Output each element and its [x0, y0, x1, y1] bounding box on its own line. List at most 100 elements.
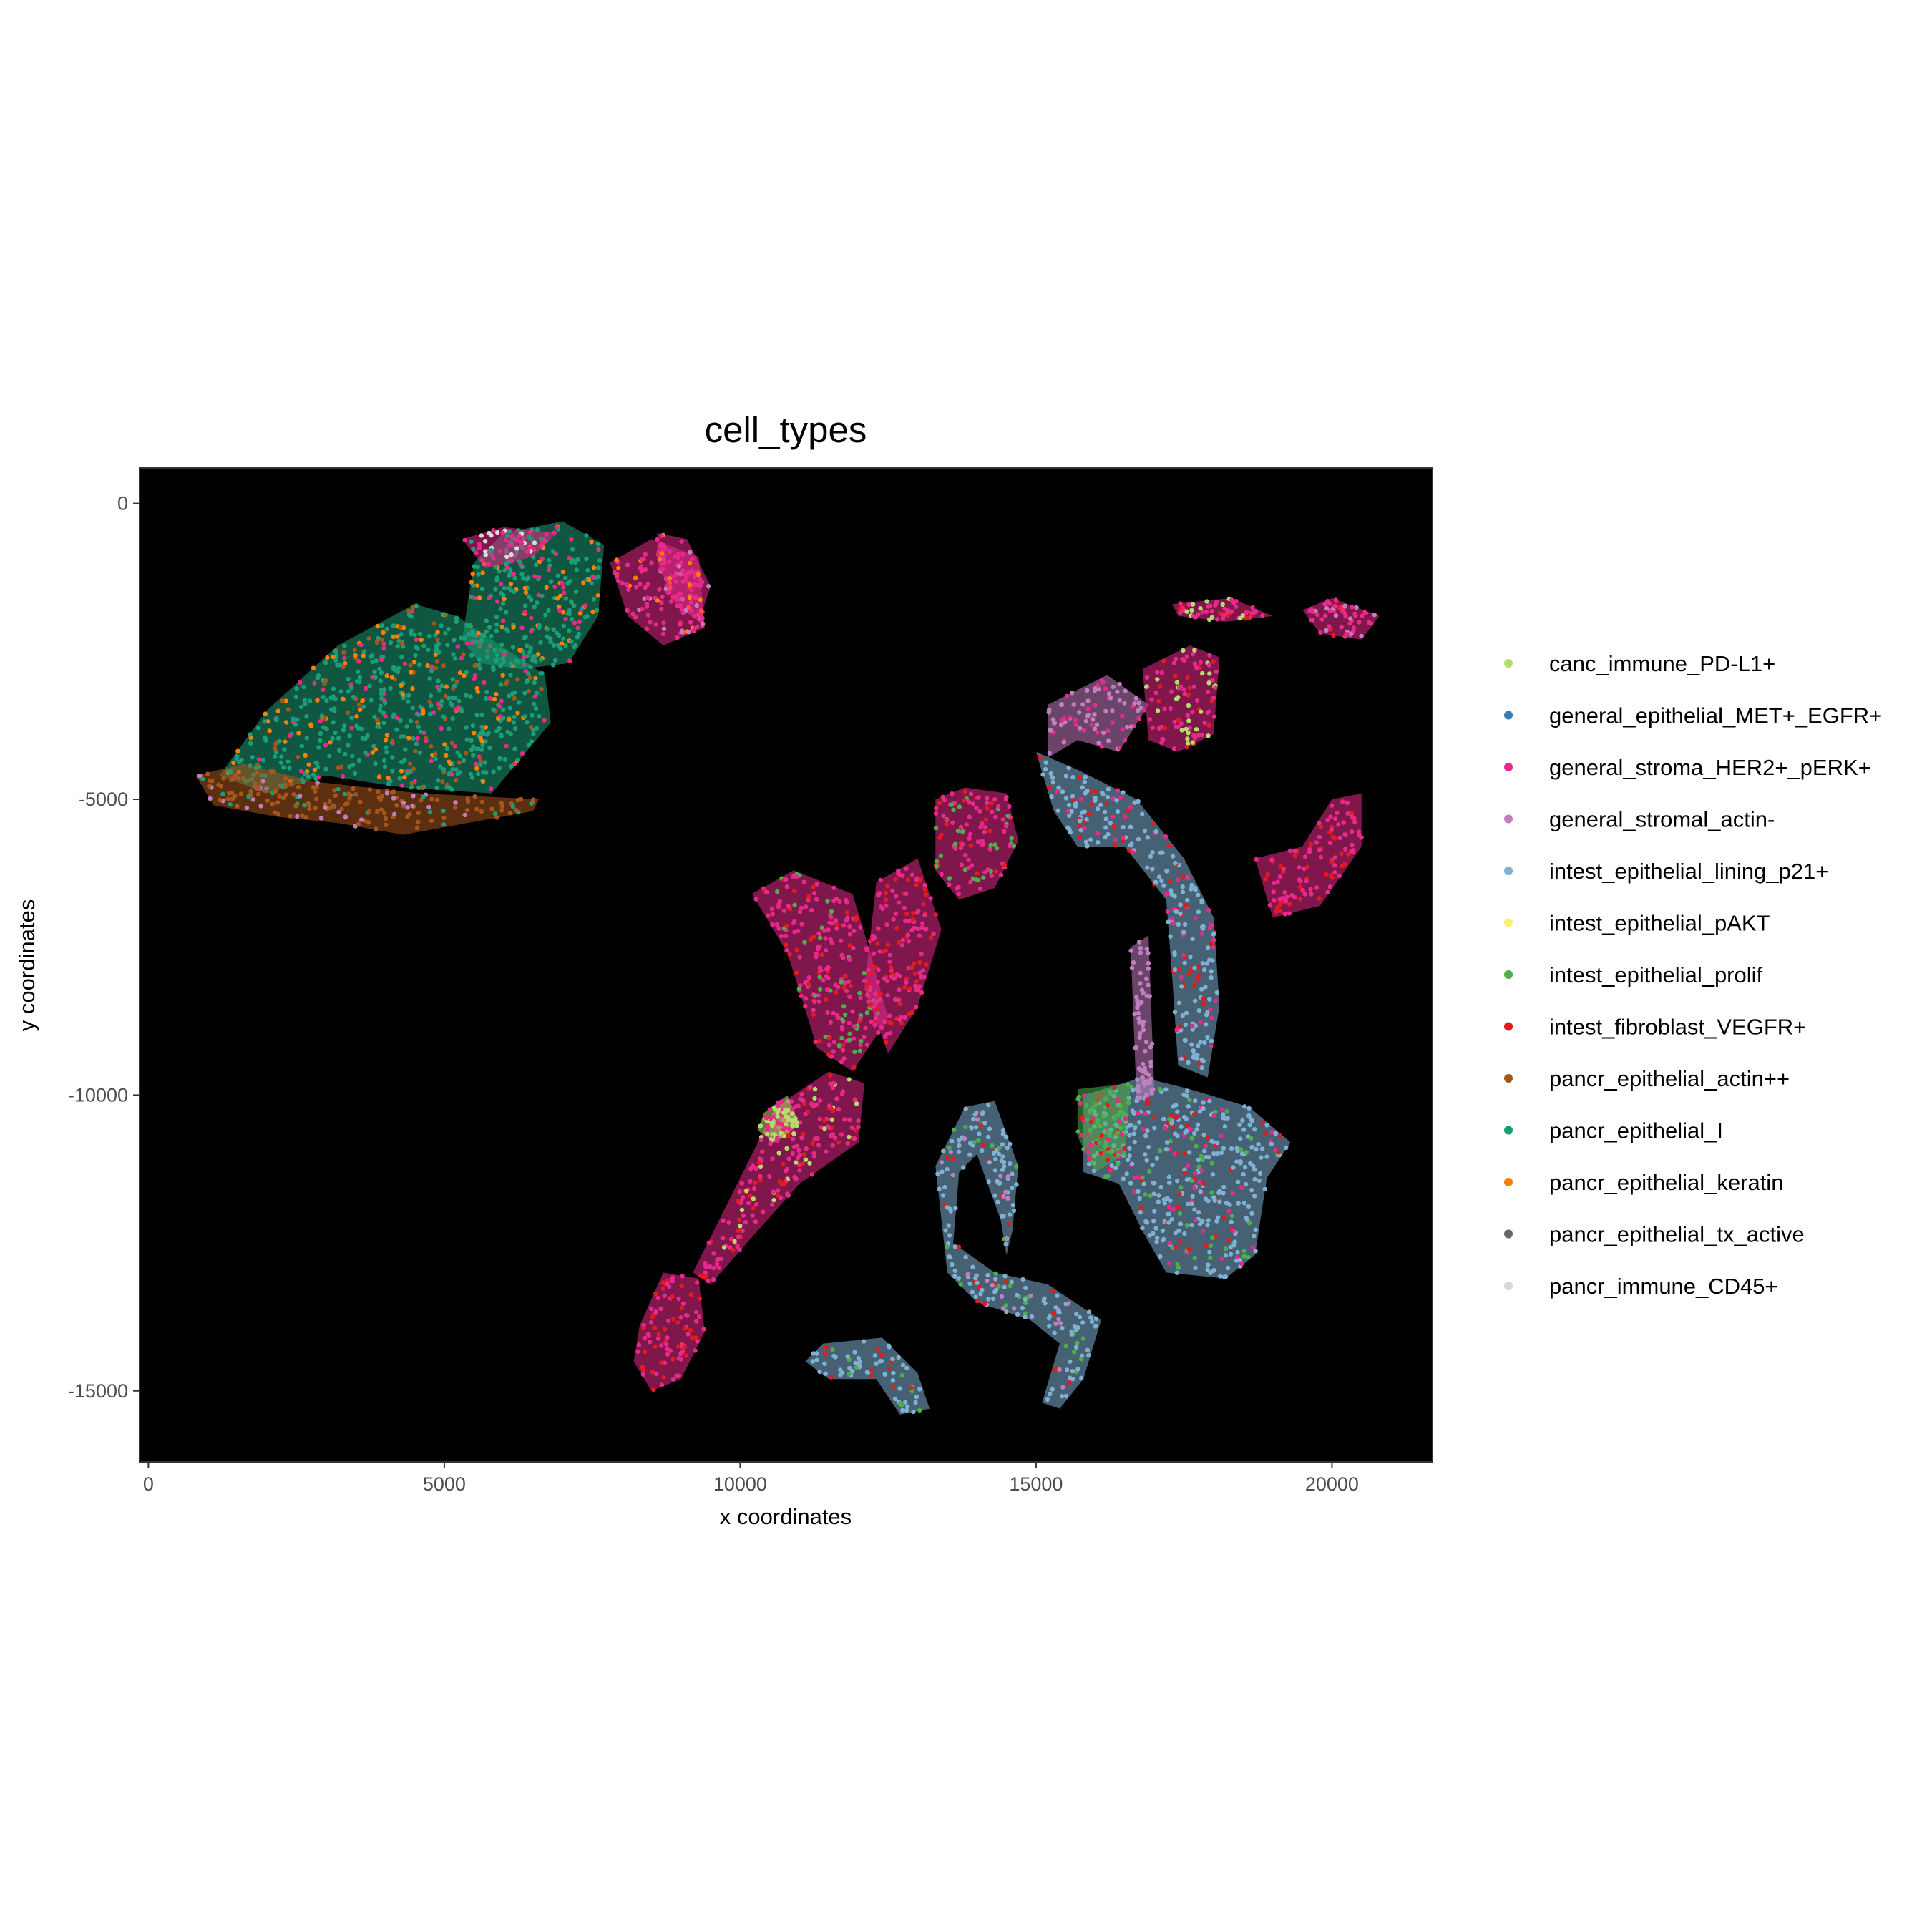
cell-point — [1063, 774, 1069, 779]
cell-point — [454, 615, 459, 620]
cell-point — [1169, 689, 1174, 694]
cell-point — [1106, 738, 1111, 743]
cell-point — [1297, 865, 1302, 870]
cell-point — [1177, 1211, 1183, 1216]
cell-point — [900, 1362, 906, 1368]
cell-point — [821, 977, 826, 983]
cell-point — [1169, 1121, 1174, 1126]
cell-point — [805, 1109, 810, 1115]
cell-point — [1231, 1165, 1236, 1170]
cell-point — [987, 1160, 992, 1165]
cell-point — [275, 708, 280, 713]
cell-point — [741, 1213, 746, 1218]
cell-point — [975, 839, 981, 844]
cell-point — [1144, 675, 1150, 680]
cell-point — [512, 575, 517, 581]
cell-point — [1263, 1130, 1269, 1136]
cell-point — [1064, 1367, 1070, 1372]
cell-point — [1156, 1193, 1161, 1198]
cell-point — [1194, 665, 1199, 670]
cell-point — [1083, 718, 1089, 723]
cell-point — [336, 736, 341, 741]
cell-point — [1106, 1174, 1111, 1179]
legend: canc_immune_PD-L1+general_epithelial_MET… — [1504, 651, 1882, 1299]
cell-point — [999, 1294, 1005, 1299]
cell-point — [639, 557, 645, 562]
cell-point — [864, 1042, 870, 1048]
cell-point — [302, 771, 308, 776]
cell-point — [965, 1272, 970, 1277]
cell-point — [625, 562, 630, 567]
cell-point — [1043, 760, 1048, 765]
cell-point — [1079, 810, 1085, 815]
cell-point — [1172, 894, 1177, 899]
cell-point — [258, 804, 263, 809]
cell-point — [778, 1195, 784, 1201]
cell-point — [1111, 684, 1116, 689]
cell-point — [1203, 985, 1208, 990]
cell-point — [1145, 1098, 1150, 1103]
cell-point — [358, 642, 364, 648]
cell-point — [1041, 1299, 1047, 1304]
cell-point — [1136, 701, 1141, 706]
cell-point — [1234, 1146, 1239, 1151]
cell-point — [864, 947, 869, 952]
cell-point — [688, 600, 693, 605]
cell-point — [260, 758, 266, 763]
cell-point — [538, 543, 543, 549]
cell-point — [1127, 1153, 1132, 1158]
cell-point — [343, 660, 348, 666]
cell-point — [814, 1102, 819, 1107]
cell-point — [390, 738, 395, 744]
cell-point — [1115, 1161, 1121, 1166]
cell-point — [1237, 1257, 1243, 1263]
cell-point — [1174, 680, 1180, 685]
cell-point — [839, 1091, 845, 1096]
cell-point — [1136, 1015, 1141, 1021]
cell-point — [962, 798, 967, 803]
cell-point — [1252, 1234, 1257, 1239]
cell-point — [826, 1052, 831, 1057]
cell-point — [824, 1149, 829, 1154]
cell-point — [758, 1163, 763, 1169]
cell-point — [887, 1013, 892, 1018]
cell-point — [328, 695, 333, 701]
cell-point — [856, 1355, 862, 1361]
cell-point — [1159, 740, 1164, 745]
y-axis-title: y coordinates — [14, 899, 39, 1031]
cell-point — [635, 1349, 640, 1355]
cell-point — [821, 928, 827, 933]
cell-point — [817, 1369, 822, 1375]
cell-point — [841, 985, 847, 990]
cell-point — [511, 720, 516, 725]
cell-point — [902, 1400, 908, 1405]
cell-point — [1196, 1061, 1202, 1066]
cell-point — [1082, 779, 1088, 784]
cell-point — [650, 1370, 655, 1375]
cell-point — [1060, 1394, 1065, 1399]
cell-point — [431, 621, 436, 626]
cell-point — [1225, 1116, 1231, 1121]
cell-point — [372, 714, 377, 720]
cell-point — [963, 1106, 968, 1111]
x-tick-label: 15000 — [1009, 1473, 1063, 1495]
cell-point — [691, 582, 696, 587]
cell-cluster — [1035, 751, 1220, 1078]
cell-point — [1238, 1136, 1243, 1141]
cell-point — [1184, 726, 1189, 732]
cell-point — [739, 1207, 745, 1213]
cell-point — [470, 633, 476, 638]
cell-point — [539, 686, 544, 692]
cell-point — [737, 1247, 742, 1252]
cell-point — [1351, 625, 1357, 630]
cell-point — [682, 1345, 687, 1350]
cell-point — [982, 870, 987, 875]
cell-point — [498, 582, 504, 587]
cell-point — [817, 965, 823, 970]
cell-point — [1125, 809, 1130, 814]
cell-point — [561, 623, 566, 628]
cell-point — [644, 602, 650, 607]
cell-point — [1078, 1357, 1084, 1362]
cell-point — [1240, 613, 1246, 618]
cell-point — [1103, 825, 1108, 830]
